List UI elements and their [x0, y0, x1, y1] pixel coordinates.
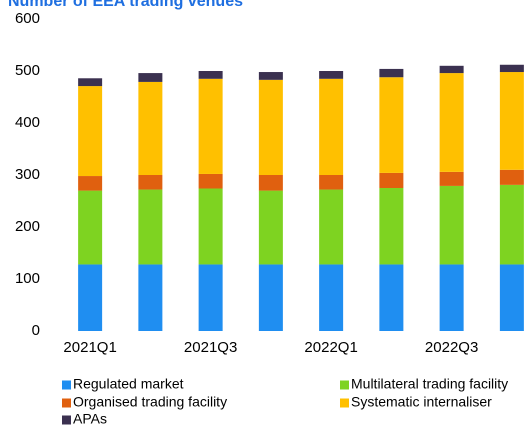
bar-segment	[439, 73, 464, 172]
bar-segment	[78, 176, 103, 191]
y-tick-label: 600	[15, 10, 40, 27]
x-tick-label: 2022Q1	[304, 339, 357, 356]
bar-segment	[78, 190, 103, 265]
bar-segment	[499, 64, 524, 73]
bar-segment	[379, 264, 404, 331]
bar-segment	[499, 264, 524, 331]
bar-segment	[78, 264, 103, 331]
bar-segment	[78, 78, 103, 87]
chart-title: Number of EEA trading venues	[8, 0, 243, 10]
bar-segment	[439, 65, 464, 74]
bar-segment	[138, 73, 163, 82]
legend-swatch	[62, 415, 71, 425]
bar-segment	[319, 264, 344, 331]
bar-segment	[258, 264, 283, 331]
bar-segment	[499, 184, 524, 265]
bar-segment	[379, 68, 404, 78]
bar-segment	[138, 264, 163, 331]
bar-segment	[258, 79, 283, 175]
bar-segment	[258, 190, 283, 265]
legend-label: Regulated market	[73, 376, 184, 392]
bar-segment	[319, 189, 344, 265]
bar-segment	[499, 169, 524, 185]
bar-segment	[198, 188, 223, 265]
bar-segment	[258, 175, 283, 191]
bar-segment	[198, 173, 223, 189]
legend-swatch	[340, 380, 349, 390]
bar-segment	[138, 81, 163, 175]
bar-segment	[379, 172, 404, 188]
bar-segment	[439, 264, 464, 331]
bar-segment	[379, 77, 404, 173]
x-tick-label: 2021Q3	[184, 339, 237, 356]
bar-segment	[138, 189, 163, 265]
legend-swatch	[62, 398, 71, 408]
x-tick-label: 2021Q1	[63, 339, 116, 356]
bar-segment	[319, 71, 344, 79]
bar-segment	[198, 78, 223, 174]
y-tick-label: 300	[15, 166, 40, 183]
x-tick-label: 2022Q3	[425, 339, 478, 356]
legend-label: Systematic internaliser	[351, 394, 492, 410]
bar-segment	[439, 171, 464, 186]
legend-swatch	[62, 380, 71, 390]
y-tick-label: 500	[15, 62, 40, 79]
bar-segment	[319, 78, 344, 175]
bar-segment	[78, 86, 103, 177]
bar-segment	[319, 175, 344, 190]
y-tick-label: 200	[15, 218, 40, 235]
y-tick-label: 400	[15, 114, 40, 131]
bar-segment	[439, 185, 464, 265]
bar-segment	[379, 188, 404, 265]
legend-label: Organised trading facility	[73, 394, 227, 410]
legend-label: APAs	[73, 411, 107, 427]
bar-segment	[138, 175, 163, 190]
bar-segment	[499, 72, 524, 170]
legend-swatch	[340, 398, 349, 408]
bar-segment	[198, 264, 223, 331]
bar-segment	[258, 72, 283, 80]
y-tick-label: 0	[32, 322, 40, 339]
bar-segment	[198, 71, 223, 79]
y-tick-label: 100	[15, 270, 40, 287]
legend-label: Multilateral trading facility	[351, 376, 508, 392]
